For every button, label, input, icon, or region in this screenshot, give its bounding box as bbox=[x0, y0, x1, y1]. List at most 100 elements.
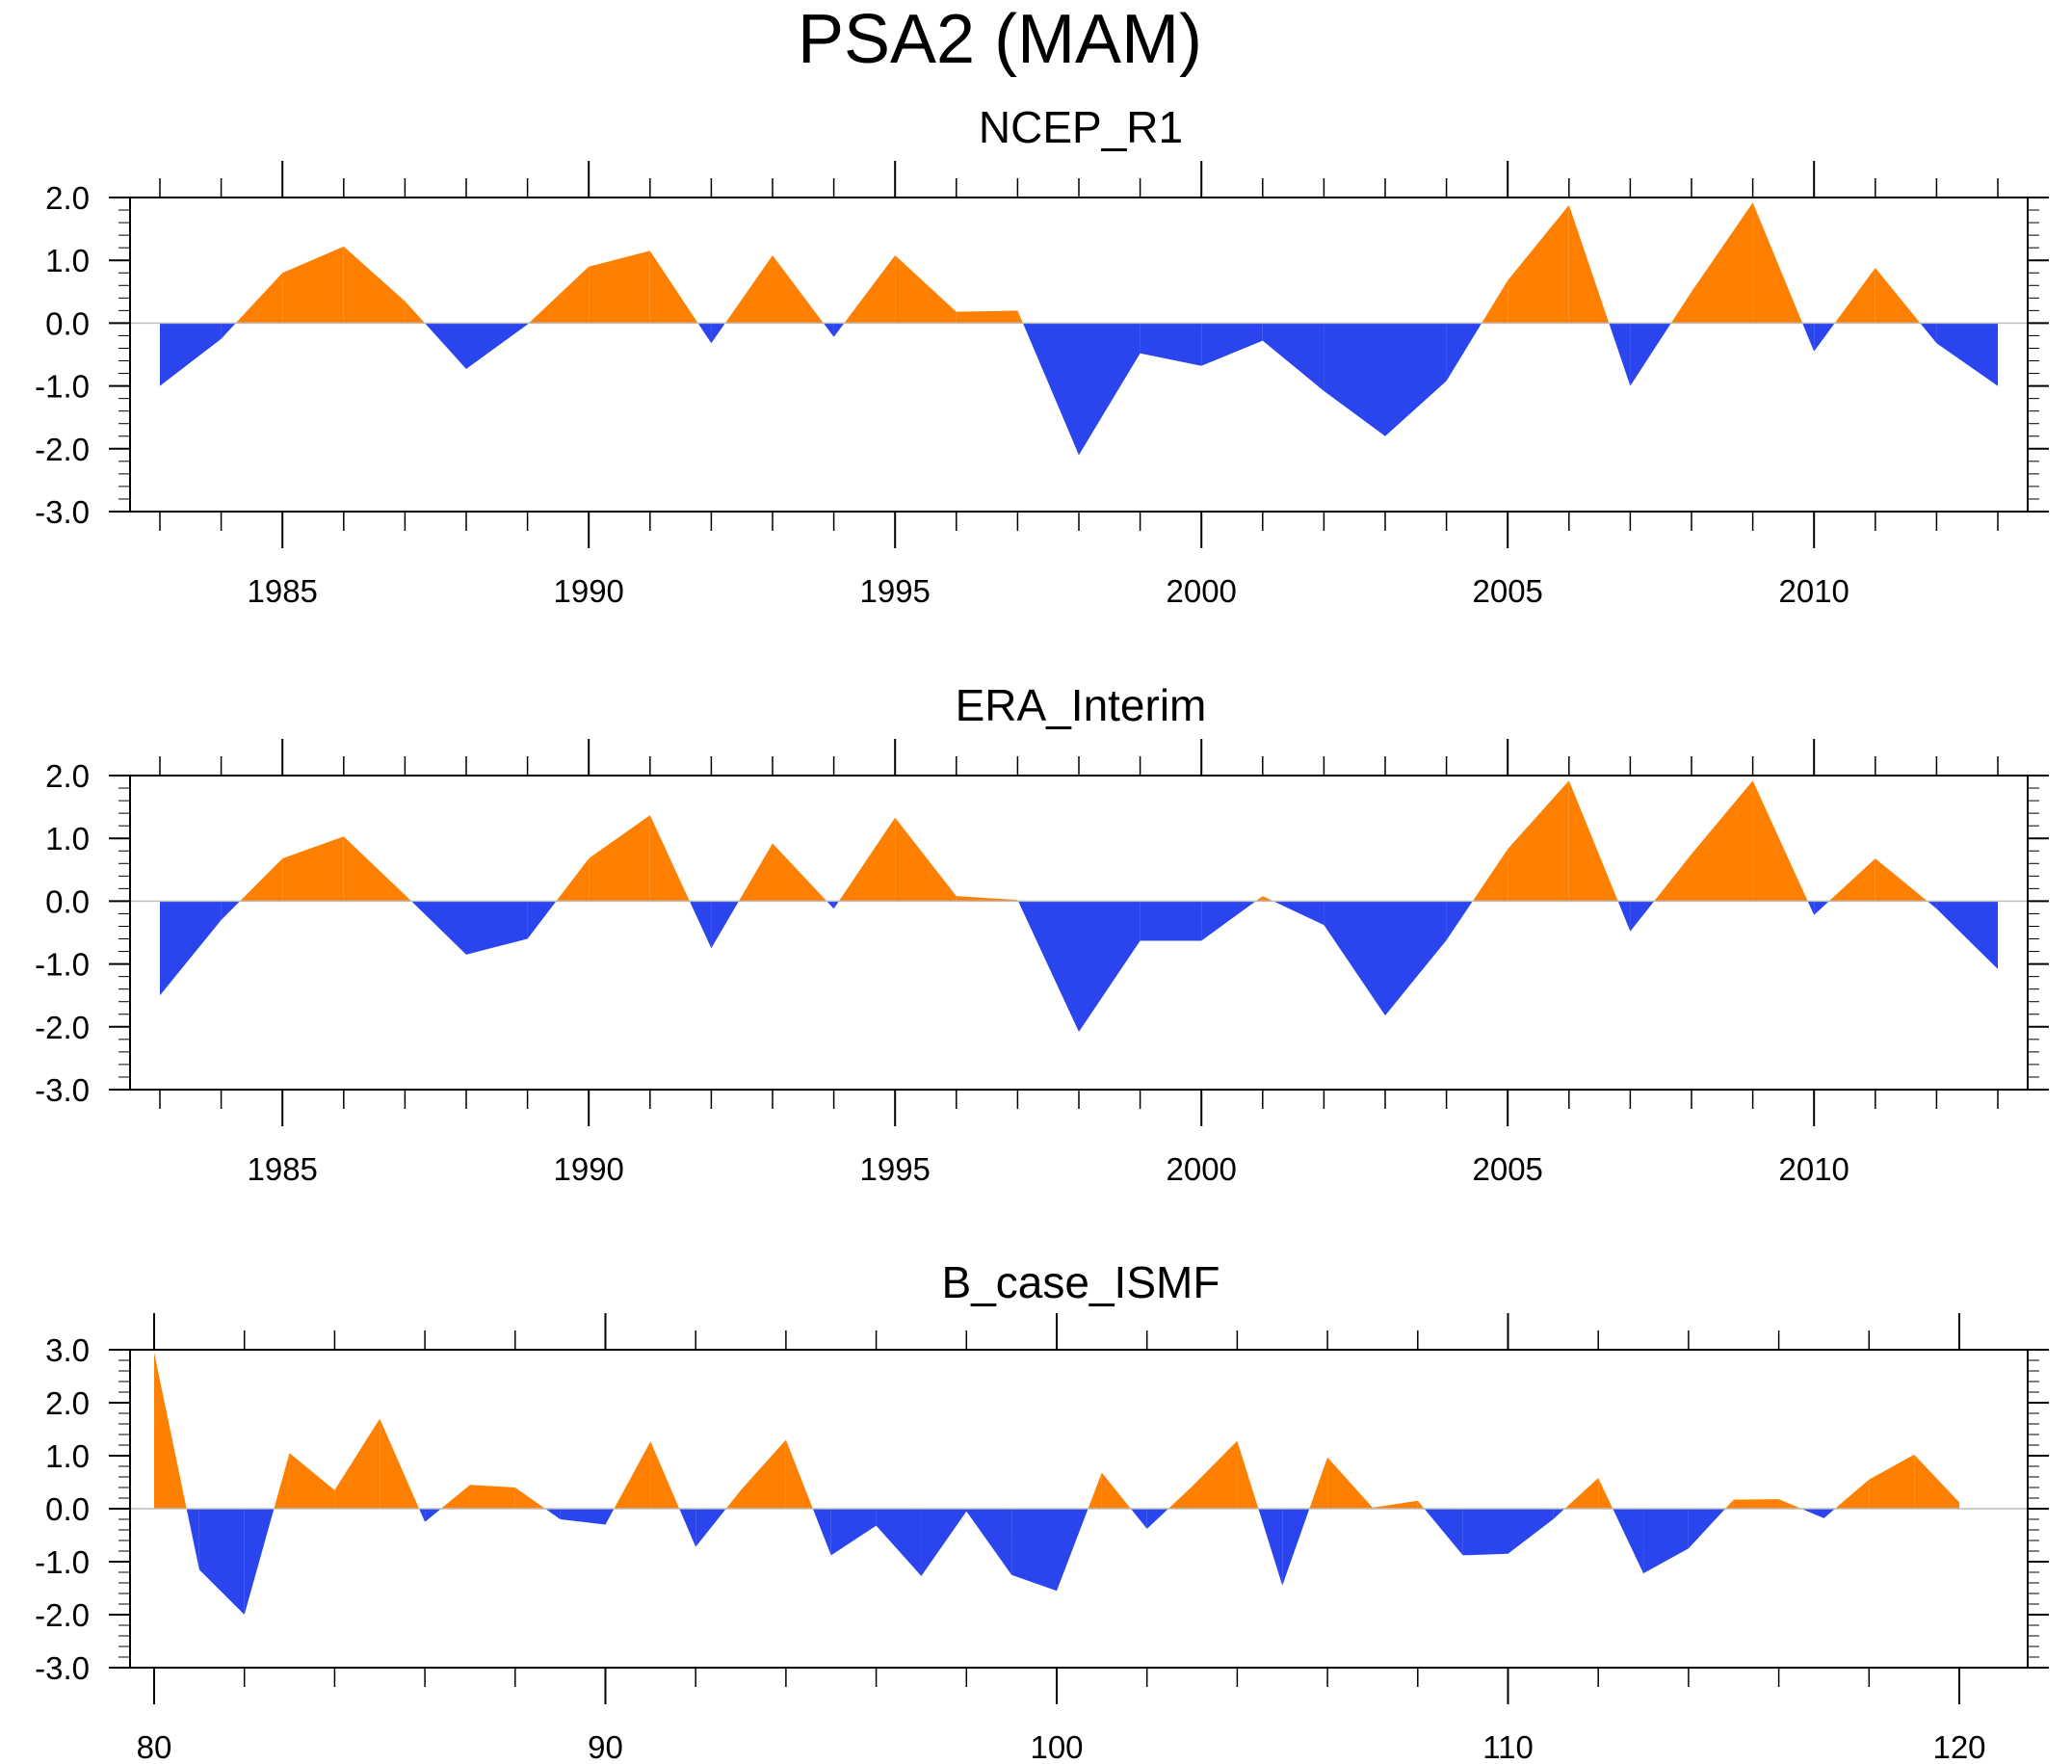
positive-area-107-108 bbox=[1372, 1500, 1418, 1509]
negative-area-97-98 bbox=[921, 1509, 967, 1576]
negative-area-1993-1994-b bbox=[823, 323, 834, 337]
negative-area-91-92-b bbox=[679, 1509, 696, 1547]
positive-area-1993-1994-a bbox=[773, 254, 824, 324]
negative-area-2007-2008-a bbox=[1630, 901, 1655, 932]
positive-area-1994-1995-b bbox=[844, 254, 896, 324]
x-tick-label: 1995 bbox=[859, 573, 930, 609]
negative-area-2002-2003 bbox=[1324, 901, 1385, 1016]
negative-area-117-118-a bbox=[1823, 1509, 1836, 1518]
positive-area-112-113-a bbox=[1598, 1478, 1613, 1509]
negative-area-1987-1988-b bbox=[411, 901, 466, 955]
y-tick-label: -3.0 bbox=[35, 1650, 90, 1686]
negative-area-2001-2002-b bbox=[1272, 901, 1325, 926]
positive-area-2001-2002-a bbox=[1262, 896, 1273, 902]
panel-era-interim: ERA_Interim -3.0 -2.0 -1.0 0.0 1.0 2.0 1985 1990… bbox=[35, 680, 2049, 1187]
positive-area-108-109-a bbox=[1417, 1500, 1425, 1509]
y-tick-label: 1.0 bbox=[45, 243, 90, 278]
negative-area-111-112-a bbox=[1553, 1509, 1565, 1519]
positive-area-2004-2005-b bbox=[1482, 280, 1508, 324]
negative-area-2004-2005-a bbox=[1446, 323, 1482, 382]
x-tick-label: 2010 bbox=[1778, 573, 1849, 609]
positive-area-2010-2011-b bbox=[1834, 268, 1875, 324]
negative-area-1991-1992-b bbox=[689, 901, 712, 949]
positive-area-116-117-a bbox=[1778, 1499, 1802, 1509]
negative-area-1989-1990-a bbox=[527, 901, 557, 939]
negative-area-100-101-a bbox=[1057, 1509, 1088, 1592]
x-tick-label: 2005 bbox=[1472, 573, 1542, 609]
positive-area-118-119 bbox=[1869, 1454, 1915, 1509]
negative-area-86-87-a bbox=[425, 1509, 441, 1522]
y-tick-label: 2.0 bbox=[45, 1385, 90, 1421]
positive-area-102-103-b bbox=[1167, 1486, 1193, 1509]
y-tick-label: -1.0 bbox=[35, 369, 90, 405]
negative-area-98-99 bbox=[966, 1509, 1012, 1575]
negative-area-2000-2001 bbox=[1201, 323, 1263, 366]
positive-area-2008-2009 bbox=[1692, 780, 1753, 902]
positive-area-2005-2006 bbox=[1508, 204, 1569, 324]
y-tick-label: -1.0 bbox=[35, 947, 90, 983]
negative-area-1993-1994-b bbox=[826, 901, 834, 909]
positive-area-90-91-b bbox=[614, 1441, 651, 1509]
x-tick-label: 110 bbox=[1482, 1729, 1534, 1764]
negative-area-104-105-b bbox=[1258, 1509, 1283, 1586]
positive-area-83-84 bbox=[289, 1453, 335, 1509]
negative-area-2000-2001-a bbox=[1201, 901, 1256, 941]
y-tick-label: -2.0 bbox=[35, 432, 90, 467]
positive-area-1987-1988-a bbox=[405, 894, 412, 902]
negative-area-2010-2011-a bbox=[1814, 901, 1829, 915]
negative-area-1983-1984 bbox=[160, 323, 222, 386]
negative-area-1987-1988-b bbox=[425, 323, 466, 369]
figure-title: PSA2 (MAM) bbox=[798, 1, 1202, 78]
positive-area-115-116 bbox=[1733, 1499, 1779, 1509]
negative-area-2001-2002 bbox=[1262, 323, 1325, 391]
negative-area-82-83-a bbox=[244, 1509, 275, 1615]
positive-area-1986-1987 bbox=[343, 836, 406, 902]
negative-area-112-113-b bbox=[1613, 1509, 1644, 1574]
negative-area-2012-2013 bbox=[1936, 901, 1998, 969]
negative-area-94-95-b bbox=[812, 1509, 831, 1556]
negative-area-1984-1985-a bbox=[221, 323, 236, 339]
negative-area-1998-1999 bbox=[1079, 323, 1141, 456]
negative-area-1997-1998-b bbox=[1022, 323, 1079, 456]
negative-area-2007-2008-a bbox=[1630, 323, 1671, 386]
x-tick-label: 1990 bbox=[553, 573, 623, 609]
negative-area-1997-1998-b bbox=[1018, 901, 1079, 1033]
negative-area-2010-2011-a bbox=[1814, 323, 1835, 352]
positive-area-1994-1995-b bbox=[838, 817, 896, 902]
positive-area-87-88 bbox=[469, 1485, 515, 1509]
positive-area-2000-2001-b bbox=[1255, 896, 1263, 902]
positive-area-1991-1992-a bbox=[649, 250, 698, 324]
negative-area-1999-2000 bbox=[1140, 901, 1202, 941]
negative-area-1991-1992-b bbox=[697, 323, 712, 344]
positive-area-85-86-a bbox=[380, 1418, 420, 1509]
negative-area-1983-1984 bbox=[160, 901, 222, 996]
positive-area-1993-1994-a bbox=[773, 843, 827, 902]
negative-area-102-103-a bbox=[1146, 1509, 1168, 1529]
positive-area-86-87-b bbox=[440, 1485, 470, 1509]
x-tick-label: 2010 bbox=[1778, 1151, 1849, 1187]
positive-area-2011-2012-a bbox=[1875, 858, 1928, 902]
positive-area-1992-1993-b bbox=[738, 843, 773, 902]
negative-area-101-102-b bbox=[1130, 1509, 1147, 1529]
positive-area-1989-1990-b bbox=[528, 266, 590, 324]
negative-area-2003-2004 bbox=[1385, 323, 1447, 436]
y-tick-label: 2.0 bbox=[45, 758, 90, 794]
negative-area-109-110 bbox=[1462, 1509, 1508, 1556]
negative-area-1994-1995-a bbox=[833, 323, 845, 337]
negative-area-2002-2003 bbox=[1324, 323, 1385, 436]
negative-area-1992-1993-a bbox=[711, 323, 725, 344]
negative-area-114-115-a bbox=[1688, 1509, 1726, 1549]
positive-area-92-93-b bbox=[725, 1489, 742, 1509]
y-tick-label: 2.0 bbox=[45, 180, 90, 216]
positive-area-1986-1987 bbox=[343, 246, 406, 324]
positive-area-1990-1991 bbox=[589, 815, 650, 902]
positive-area-105-106-b bbox=[1309, 1457, 1328, 1509]
positive-area-2008-2009 bbox=[1692, 202, 1753, 324]
positive-area-2009-2010-a bbox=[1752, 780, 1808, 902]
negative-area-2009-2010-b bbox=[1807, 901, 1815, 915]
positive-area-106-107 bbox=[1327, 1457, 1373, 1509]
negative-area-2012-2013 bbox=[1936, 323, 1998, 386]
x-tick-label: 1985 bbox=[247, 573, 317, 609]
positive-area-104-105-a bbox=[1237, 1440, 1259, 1509]
